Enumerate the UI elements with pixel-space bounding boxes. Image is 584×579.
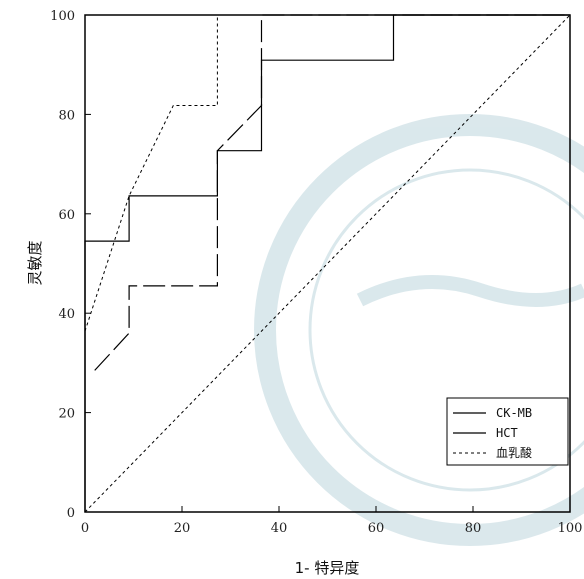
y-tick-label: 100	[50, 9, 75, 24]
watermark	[254, 114, 584, 546]
y-tick-label: 20	[58, 407, 75, 422]
y-axis-label: 灵敏度	[26, 240, 44, 285]
y-axis-ticks: 0 20 40 60 80 100	[50, 9, 91, 521]
x-tick-label: 0	[81, 521, 89, 536]
series-line-2	[84, 14, 570, 332]
series-line-1	[94, 14, 570, 371]
x-axis-ticks: 0 20 40 60 80 100	[81, 506, 583, 536]
x-tick-label: 60	[368, 521, 385, 536]
legend: CK-MB HCT 血乳酸	[446, 397, 569, 466]
x-tick-label: 80	[465, 521, 482, 536]
x-tick-label: 100	[558, 521, 583, 536]
x-tick-label: 20	[174, 521, 191, 536]
legend-label-ck-mb: CK-MB	[496, 406, 532, 420]
legend-box	[446, 397, 569, 466]
legend-label-hct: HCT	[496, 426, 518, 440]
x-tick-label: 40	[271, 521, 288, 536]
x-axis-label: 1- 特异度	[295, 559, 360, 577]
y-tick-label: 60	[58, 208, 75, 223]
y-tick-label: 0	[67, 506, 75, 521]
y-tick-label: 80	[58, 108, 75, 123]
y-tick-label: 40	[58, 307, 75, 322]
legend-label-lactate: 血乳酸	[496, 445, 532, 460]
series-group	[84, 14, 570, 512]
reference-diagonal	[84, 14, 571, 513]
